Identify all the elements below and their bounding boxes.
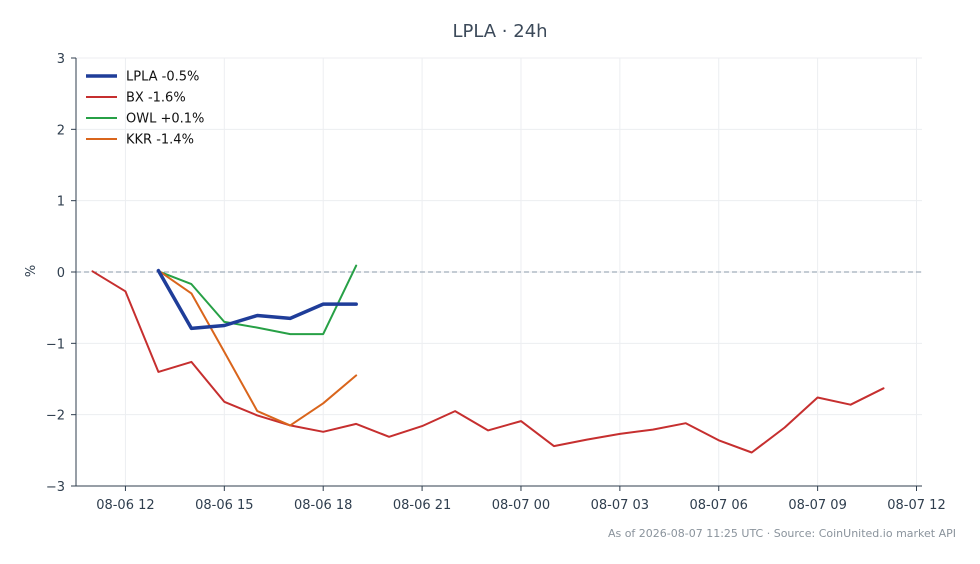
series-line-bx [91, 270, 885, 454]
x-tick-label: 08-06 12 [96, 498, 154, 513]
x-tick-label: 08-07 06 [690, 498, 748, 513]
series-line-owl [157, 264, 358, 336]
x-tick-label: 08-07 12 [887, 498, 945, 513]
y-tick-label: −1 [46, 337, 65, 352]
x-tick-label: 08-07 03 [591, 498, 649, 513]
legend: LPLA -0.5% BX -1.6% OWL +0.1% KKR -1.4% [86, 70, 204, 148]
x-tick-label: 08-06 18 [294, 498, 352, 513]
y-tick-label: 2 [57, 123, 65, 138]
legend-label-kkr: KKR -1.4% [126, 133, 194, 148]
y-tick-label: 3 [57, 52, 65, 67]
y-tick-label: 0 [57, 266, 65, 281]
legend-label-owl: OWL +0.1% [126, 112, 204, 127]
series-layer [91, 264, 885, 454]
y-tick-label: 1 [57, 195, 65, 210]
x-tick-label: 08-07 00 [492, 498, 550, 513]
y-tick-label: −3 [46, 480, 65, 495]
chart-title: LPLA · 24h [452, 21, 547, 42]
legend-label-lpla: LPLA -0.5% [126, 70, 199, 85]
y-axis-label: % [24, 265, 39, 277]
source-footer: As of 2026-08-07 11:25 UTC · Source: Coi… [608, 527, 956, 540]
x-tick-label: 08-06 15 [195, 498, 253, 513]
x-tick-label: 08-07 09 [788, 498, 846, 513]
grid [76, 57, 922, 487]
y-tick-label: −2 [46, 409, 65, 424]
x-tick-label: 08-06 21 [393, 498, 451, 513]
series-line-lpla [156, 268, 358, 331]
axes: 3 2 1 0 −1 −2 −3 08-06 12 08-06 15 08-06 18 08-06 … [46, 52, 946, 513]
legend-label-bx: BX -1.6% [126, 91, 186, 106]
series-line-kkr [157, 269, 358, 427]
